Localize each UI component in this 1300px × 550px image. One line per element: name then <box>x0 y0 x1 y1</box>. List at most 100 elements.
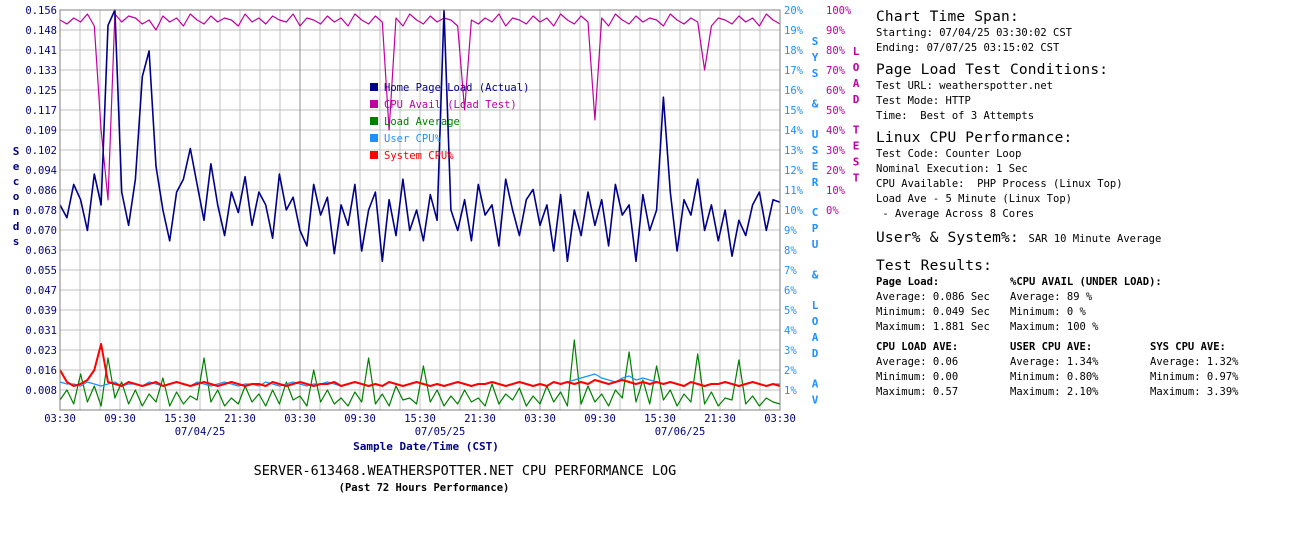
sys-cpu-average: Average: 1.32% <box>1150 356 1239 368</box>
sys-cpu-maximum: Maximum: 3.39% <box>1150 386 1239 398</box>
y-left-tick-label: 0.125 <box>25 85 57 97</box>
linux-avail: CPU Available: PHP Process (Linux Top) <box>876 178 1123 190</box>
y-right-inner-tick-label: 7% <box>784 265 797 277</box>
y-right-outer-axis-title: O <box>853 61 860 74</box>
cpu-load-minimum: Minimum: 0.00 <box>876 371 959 383</box>
y-right-inner-tick-label: 14% <box>784 125 804 137</box>
cpu-avail-average: Average: 89 % <box>1010 291 1093 303</box>
cpu-load-results: CPU LOAD AVE: Average: 0.06 Minimum: 0.0… <box>876 340 1010 400</box>
y-left-tick-label: 0.117 <box>25 105 57 117</box>
x-tick-label: 21:30 <box>224 413 256 425</box>
y-right-inner-tick-label: 1% <box>784 385 797 397</box>
legend-label: User CPU% <box>384 133 442 145</box>
x-tick-label: 21:30 <box>464 413 496 425</box>
chart-series <box>59 9 781 407</box>
y-right-inner-axis-title: & <box>812 97 819 110</box>
x-tick-label: 09:30 <box>104 413 136 425</box>
y-left-axis-title: n <box>13 205 20 218</box>
page-load-title: Page Load: <box>876 276 940 288</box>
legend-label: System CPU% <box>384 150 454 162</box>
x-tick-label: 15:30 <box>644 413 676 425</box>
results-heading: Test Results: <box>876 258 993 274</box>
time-span-ending: Ending: 07/07/25 03:15:02 CST <box>876 42 1060 54</box>
y-left-tick-label: 0.047 <box>25 285 57 297</box>
y-right-inner-tick-label: 6% <box>784 285 797 297</box>
chart-grid <box>59 9 781 411</box>
time-span-starting: Starting: 07/04/25 03:30:02 CST <box>876 27 1072 39</box>
y-right-inner-axis-title: C <box>812 206 819 219</box>
x-date-label: 07/06/25 <box>655 426 706 438</box>
y-right-outer-axis-title: E <box>853 139 860 152</box>
series-line <box>59 9 781 263</box>
cpu-load-average: Average: 0.06 <box>876 356 959 368</box>
conditions-time: Time: Best of 3 Attempts <box>876 110 1035 122</box>
x-tick-label: 15:30 <box>164 413 196 425</box>
usersys-heading: User% & System%: <box>876 230 1019 246</box>
y-right-inner-axis-title: R <box>812 176 819 189</box>
y-left-tick-label: 0.086 <box>25 185 57 197</box>
series-line <box>59 13 781 201</box>
y-left-tick-label: 0.133 <box>25 65 57 77</box>
legend-swatch <box>370 100 378 108</box>
y-left-tick-label: 0.039 <box>25 305 57 317</box>
sys-cpu-results: SYS CPU AVE: Average: 1.32% Minimum: 0.9… <box>1150 340 1239 400</box>
y-right-outer-tick-label: 10% <box>826 185 846 197</box>
user-cpu-minimum: Minimum: 0.80% <box>1010 371 1099 383</box>
y-right-outer-tick-label: 70% <box>826 65 846 77</box>
legend-swatch <box>370 151 378 159</box>
y-left-tick-label: 0.031 <box>25 325 57 337</box>
y-right-inner-axis-title: S <box>812 144 819 157</box>
chart-title: SERVER-613468.WEATHERSPOTTER.NET CPU PER… <box>254 463 677 479</box>
y-right-inner-tick-label: 19% <box>784 25 804 37</box>
usersys-note: SAR 10 Minute Average <box>1028 233 1162 245</box>
y-left-tick-label: 0.109 <box>25 125 57 137</box>
y-left-axis-title: s <box>13 235 20 248</box>
conditions-heading: Page Load Test Conditions: <box>876 62 1109 78</box>
legend-swatch <box>370 117 378 125</box>
x-axis-title: Sample Date/Time (CST) <box>353 440 499 453</box>
cpu-avail-minimum: Minimum: 0 % <box>1010 306 1086 318</box>
y-right-inner-axis-title: O <box>812 315 819 328</box>
x-tick-label: 03:30 <box>44 413 76 425</box>
y-left-tick-label: 0.023 <box>25 345 57 357</box>
x-date-label: 07/05/25 <box>415 426 466 438</box>
y-right-inner-axis-title: L <box>812 299 819 312</box>
y-right-outer-tick-label: 30% <box>826 145 846 157</box>
y-left-axis-title: c <box>13 175 20 188</box>
sys-cpu-title: SYS CPU AVE: <box>1150 341 1226 353</box>
page-load-results: Page Load: Average: 0.086 Sec Minimum: 0… <box>876 275 1010 335</box>
chart-axes <box>59 9 781 411</box>
usersys-row: User% & System%: SAR 10 Minute Average <box>876 227 1296 247</box>
user-cpu-results: USER CPU AVE: Average: 1.34% Minimum: 0.… <box>1010 340 1150 400</box>
cpu-performance-chart: 0.156 0.148 0.141 0.133 0.125 0.117 0.109 0.102… <box>13 5 860 494</box>
x-tick-label: 03:30 <box>284 413 316 425</box>
page-load-maximum: Maximum: 1.881 Sec <box>876 321 990 333</box>
y-right-inner-axis-title: & <box>812 269 819 282</box>
y-right-inner-axis-title: S <box>812 35 819 48</box>
page-load-average: Average: 0.086 Sec <box>876 291 990 303</box>
y-left-tick-label: 0.141 <box>25 45 57 57</box>
user-cpu-average: Average: 1.34% <box>1010 356 1099 368</box>
y-right-inner-axis-title: A <box>812 377 819 390</box>
linux-nominal: Nominal Execution: 1 Sec <box>876 163 1028 175</box>
x-tick-label: 21:30 <box>704 413 736 425</box>
x-tick-label: 09:30 <box>344 413 376 425</box>
y-right-outer-tick-label: 90% <box>826 25 846 37</box>
y-left-tick-label: 0.063 <box>25 245 57 257</box>
page-load-minimum: Minimum: 0.049 Sec <box>876 306 990 318</box>
legend-label: Load Average <box>384 116 460 128</box>
y-left-tick-label: 0.078 <box>25 205 57 217</box>
y-right-inner-axis-title: U <box>812 238 819 251</box>
y-right-inner-axis-title: E <box>812 160 819 173</box>
y-right-inner-tick-label: 8% <box>784 245 797 257</box>
legend-label: Home Page Load (Actual) <box>384 82 529 94</box>
linux-loadave: Load Ave - 5 Minute (Linux Top) <box>876 193 1072 205</box>
time-span-heading: Chart Time Span: <box>876 9 1019 25</box>
x-tick-label: 03:30 <box>524 413 556 425</box>
y-left-tick-label: 0.094 <box>25 165 57 177</box>
y-right-outer-axis-title: S <box>853 155 860 168</box>
y-left-axis-title: S <box>13 145 20 158</box>
y-right-inner-tick-label: 15% <box>784 105 804 117</box>
cpu-load-title: CPU LOAD AVE: <box>876 341 959 353</box>
y-right-outer-axis-title: L <box>853 45 860 58</box>
